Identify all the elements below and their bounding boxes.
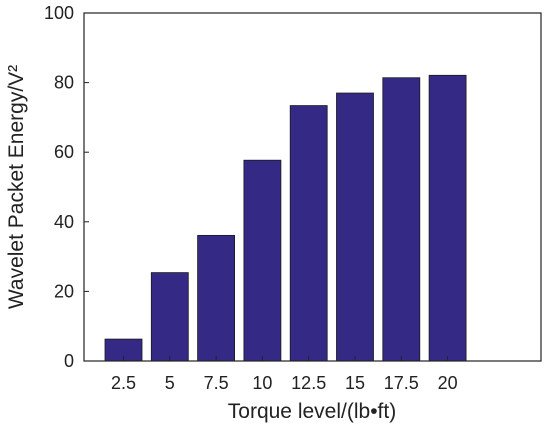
y-tick-label: 80 [54, 73, 74, 93]
bar-5 [150, 272, 189, 362]
y-tick-label: 60 [54, 142, 74, 162]
x-tick-label: 12.5 [291, 373, 326, 393]
y-axis-ticks: 0 20 40 60 80 100 [44, 3, 89, 371]
y-axis-label: Wavelet Packet Energy/V² [5, 65, 28, 309]
x-tick-label: 17.5 [384, 373, 419, 393]
x-axis-ticks: 2.5 5 7.5 10 12.5 15 17.5 20 [111, 356, 458, 393]
bar-7.5 [197, 234, 236, 362]
x-tick-label: 20 [438, 373, 458, 393]
bar-12.5 [289, 105, 328, 362]
bar-15 [336, 92, 374, 362]
x-tick-label: 2.5 [111, 373, 136, 393]
x-tick-label: 5 [165, 373, 175, 393]
bar-20 [428, 74, 467, 362]
x-tick-label: 15 [345, 373, 365, 393]
bar-17.5 [382, 77, 421, 362]
x-tick-label: 10 [252, 373, 272, 393]
bar-10 [243, 159, 282, 362]
y-tick-label: 40 [54, 212, 74, 232]
plot-frame [83, 12, 542, 362]
x-tick-label: 7.5 [204, 373, 229, 393]
y-tick-label: 20 [54, 281, 74, 301]
bar-group [104, 74, 467, 362]
y-tick-label: 100 [44, 3, 74, 23]
y-tick-label: 0 [64, 351, 74, 371]
x-axis-label: Torque level/(lb•ft) [228, 400, 396, 423]
